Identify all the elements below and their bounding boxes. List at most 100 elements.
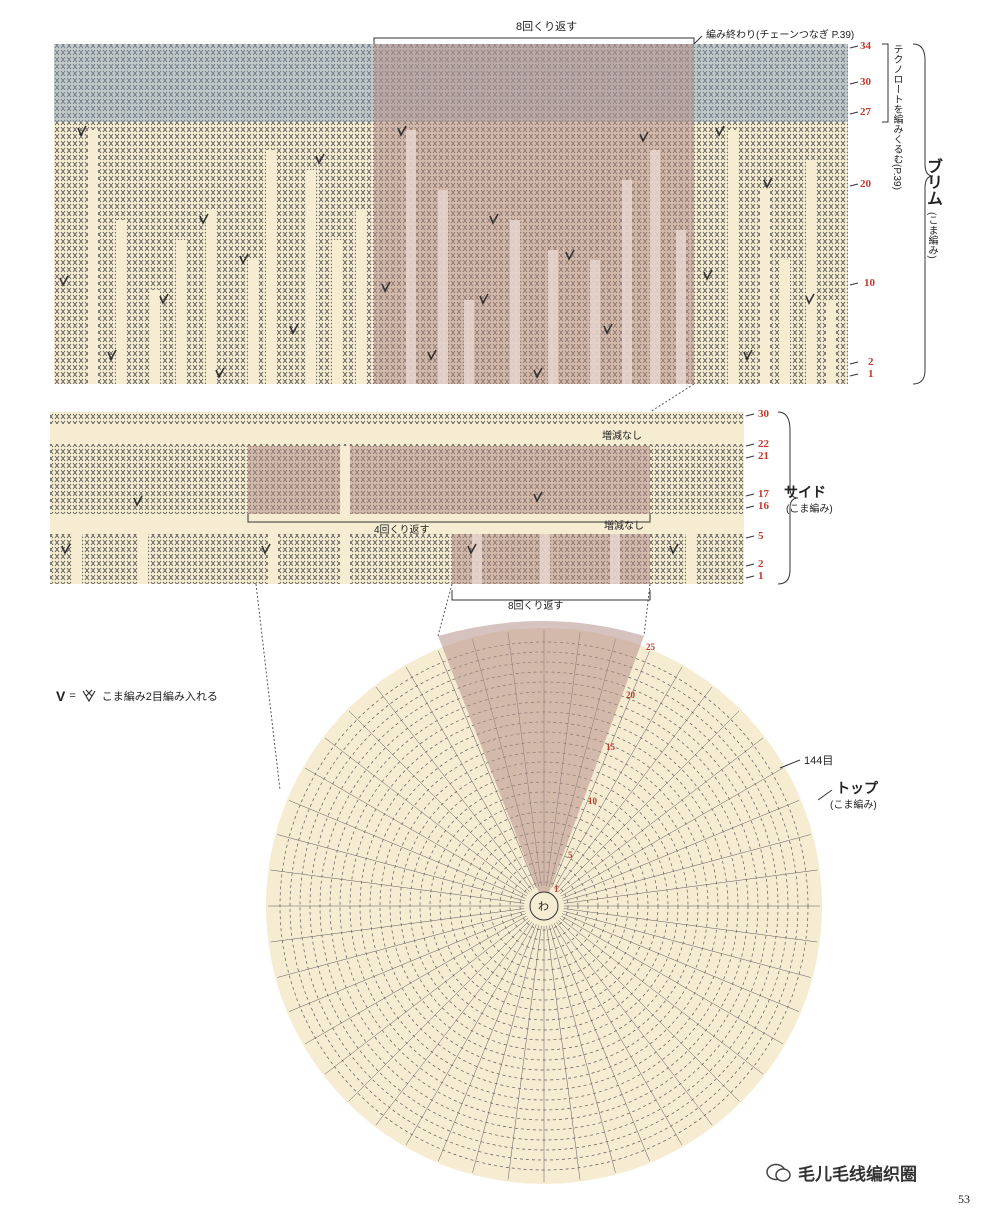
top-row-15: 15 xyxy=(606,742,615,752)
watermark-text: 毛儿毛线编织圈 xyxy=(798,1165,917,1184)
side-repeat-label: 4回くり返す xyxy=(374,525,430,536)
brim-row-34: 34 xyxy=(860,40,871,52)
side-v-markers xyxy=(61,491,679,555)
stitch-spoke xyxy=(405,923,535,1146)
legend: V = こま編み2目編み入れる xyxy=(56,688,218,704)
page-number: 53 xyxy=(958,1192,970,1206)
top-stitch-count-leader xyxy=(779,759,801,769)
watermark: 毛儿毛线编织圈 xyxy=(766,1160,917,1185)
brim-vertical-note: テクノロートを編みくるむ(P.39) xyxy=(891,44,902,190)
stitch-spoke xyxy=(277,834,525,902)
stitch-spoke xyxy=(553,666,683,889)
stitch-spoke xyxy=(270,908,525,943)
side-row-16: 16 xyxy=(758,500,769,512)
stitch-spoke xyxy=(270,869,525,904)
brim-increase-columns xyxy=(88,130,836,384)
end-leader xyxy=(693,35,703,45)
stitch-spoke xyxy=(324,917,529,1075)
brim-repeat-shade xyxy=(374,44,694,384)
top-row-25: 25 xyxy=(646,642,655,652)
stitch-spoke xyxy=(557,710,740,893)
brim-repeat-label: 8回くり返す xyxy=(516,21,578,33)
brim-row-2: 2 xyxy=(868,356,874,368)
stitch-spoke xyxy=(546,925,581,1180)
stitch-spoke xyxy=(553,923,683,1146)
side-title: サイド xyxy=(784,484,826,500)
stitch-spoke xyxy=(548,925,616,1173)
stitch-spoke xyxy=(304,915,527,1045)
top-repeat-bracket xyxy=(451,590,651,601)
stitch-spoke xyxy=(472,925,540,1173)
brim-row-27: 27 xyxy=(860,106,871,118)
stitch-spoke xyxy=(288,800,526,899)
stitch-spoke xyxy=(348,710,531,893)
side-row-2: 2 xyxy=(758,558,764,570)
stitch-spoke xyxy=(555,921,713,1126)
brim-row-30: 30 xyxy=(860,76,871,88)
stitch-spoke xyxy=(559,737,764,895)
stitch-spoke xyxy=(551,924,650,1162)
stitch-spoke xyxy=(563,908,818,943)
side-subtitle: (こま編み) xyxy=(786,504,833,515)
stitch-spoke xyxy=(507,925,542,1180)
side-row-leaders xyxy=(745,413,755,579)
side-brace xyxy=(777,411,799,585)
stitch-spoke xyxy=(324,737,529,895)
stitch-spoke xyxy=(555,686,713,891)
top-row-1: 1 xyxy=(554,884,559,894)
side-row-1: 1 xyxy=(758,570,764,582)
chat-bubble-icon xyxy=(766,1163,791,1182)
side-blank-band-mid xyxy=(50,514,744,534)
stitch-spoke xyxy=(551,650,650,888)
stitch-spoke xyxy=(375,686,533,891)
brim-end-label: 編み終わり(チェーンつなぎ P.39) xyxy=(706,30,855,41)
top-leader xyxy=(817,789,833,801)
brim-row-1: 1 xyxy=(868,368,874,380)
stitch-spoke xyxy=(563,869,818,904)
stitch-spoke xyxy=(304,767,527,897)
stitch-spoke xyxy=(438,650,537,888)
legend-text: こま編み2目編み入れる xyxy=(101,691,218,703)
brim-repeat-columns xyxy=(406,130,686,384)
legend-equals: = xyxy=(69,690,76,702)
stitch-spoke xyxy=(563,834,811,902)
side-repeat-columns xyxy=(472,534,620,584)
top-subtitle: (こま編み) xyxy=(830,800,877,811)
stitch-spoke xyxy=(557,919,740,1102)
top-row-20: 20 xyxy=(626,690,635,700)
side-increase-columns xyxy=(72,446,696,584)
stitch-spoke xyxy=(288,913,526,1012)
legend-increase-icon xyxy=(82,689,96,703)
side-row-17: 17 xyxy=(758,488,769,500)
stitch-spoke xyxy=(559,917,764,1075)
stitch-spoke xyxy=(562,800,800,899)
brim-repeat-bracket xyxy=(373,37,695,44)
top-title: トップ xyxy=(836,780,878,796)
side-row-5: 5 xyxy=(758,530,764,542)
side-repeat-bracket xyxy=(247,514,651,523)
top-center-label: わ xyxy=(538,901,549,913)
side-no-change-bottom: 増減なし xyxy=(604,521,644,532)
brim-v-markers xyxy=(59,125,815,379)
brim-subtitle: (こま編み) xyxy=(926,212,937,259)
top-repeat-wedge xyxy=(438,621,644,906)
legend-v-symbol: V xyxy=(56,688,66,704)
stitch-spoke xyxy=(563,910,811,978)
stitch-spoke xyxy=(561,767,784,897)
top-stitch-count: 144目 xyxy=(804,755,834,767)
brim-title: ブリム xyxy=(924,158,941,206)
brim-row-leaders xyxy=(849,45,859,377)
stitch-spoke xyxy=(375,921,533,1126)
brim-row-10: 10 xyxy=(864,277,875,289)
stitch-spoke xyxy=(562,913,800,1012)
side-no-change-top: 増減なし xyxy=(602,431,642,442)
stitch-spoke xyxy=(561,915,784,1045)
top-row-10: 10 xyxy=(588,796,597,806)
stitch-spoke xyxy=(405,666,535,889)
side-repeat-shade-upper xyxy=(248,446,650,514)
side-row-22: 22 xyxy=(758,438,769,450)
brim-row-20: 20 xyxy=(860,178,871,190)
top-center-ring xyxy=(529,891,559,921)
side-blank-band-top xyxy=(50,424,744,444)
